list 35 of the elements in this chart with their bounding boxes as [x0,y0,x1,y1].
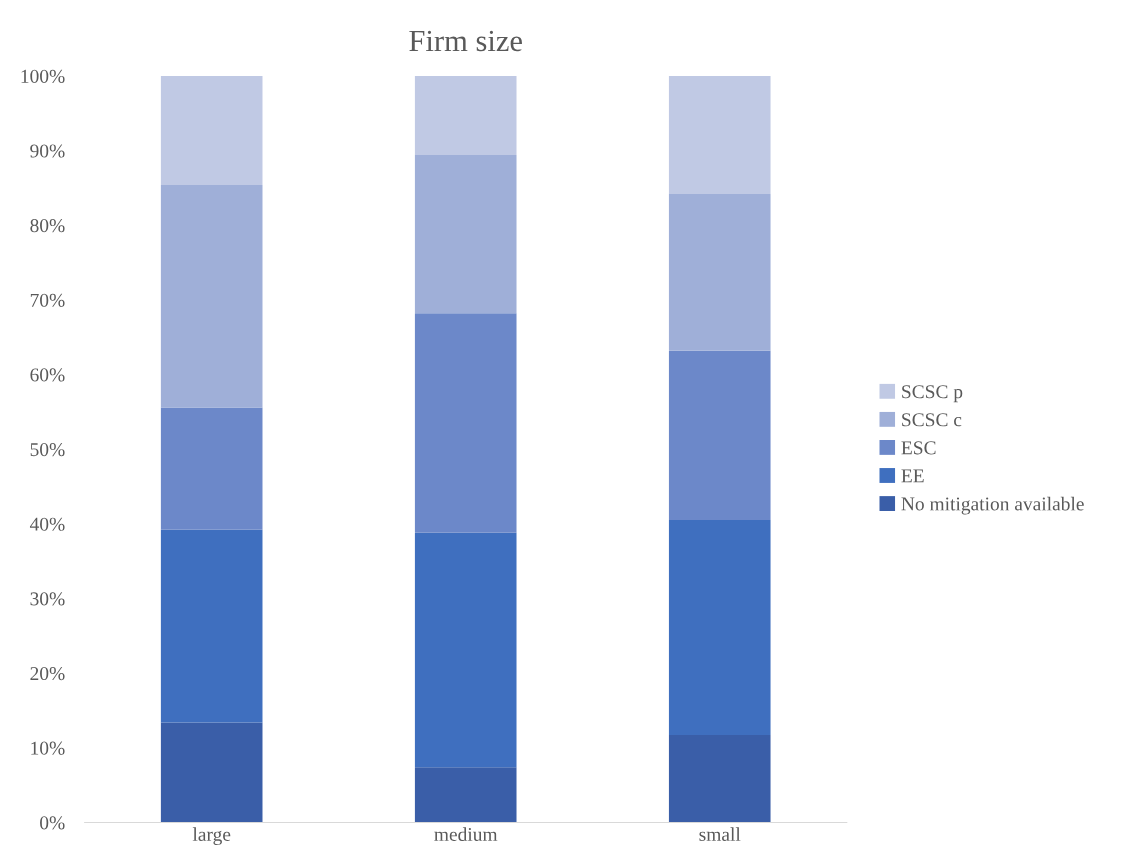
legend-label: SCSC c [902,413,962,427]
y-tick-label: 90% [30,144,65,158]
x-tick-label: medium [434,827,498,841]
y-tick-label: 100% [21,69,65,83]
bar [160,75,263,185]
bar [414,767,517,823]
y-tick-label: 30% [30,592,65,606]
bar [668,735,771,823]
y-tick-label: 60% [30,368,65,382]
legend-label: SCSC p [902,385,963,403]
bar [668,75,771,194]
y-tick-label: 80% [30,219,65,233]
y-tick-label: 40% [29,517,65,531]
bar [414,313,517,533]
bar [160,722,263,823]
legend-label: No mitigation available [901,496,1084,515]
bar [160,184,263,408]
y-tick-label: 50% [30,443,65,457]
legend-label: EE [901,469,924,483]
bar [160,529,263,723]
y-tick-label: 10% [31,741,65,755]
bar [668,350,771,521]
y-tick-label: 0% [40,816,65,830]
x-tick-label: large [192,827,231,845]
bar [414,532,517,768]
bar [668,520,771,736]
bar [160,407,263,530]
x-tick-label: small [699,827,741,841]
bar [414,75,517,156]
chart-title: Firm size [409,30,522,52]
bar [668,193,771,351]
legend-label: ESC [901,441,936,455]
bar [414,155,517,314]
y-tick-label: 70% [30,293,65,307]
y-tick-label: 20% [30,666,65,681]
